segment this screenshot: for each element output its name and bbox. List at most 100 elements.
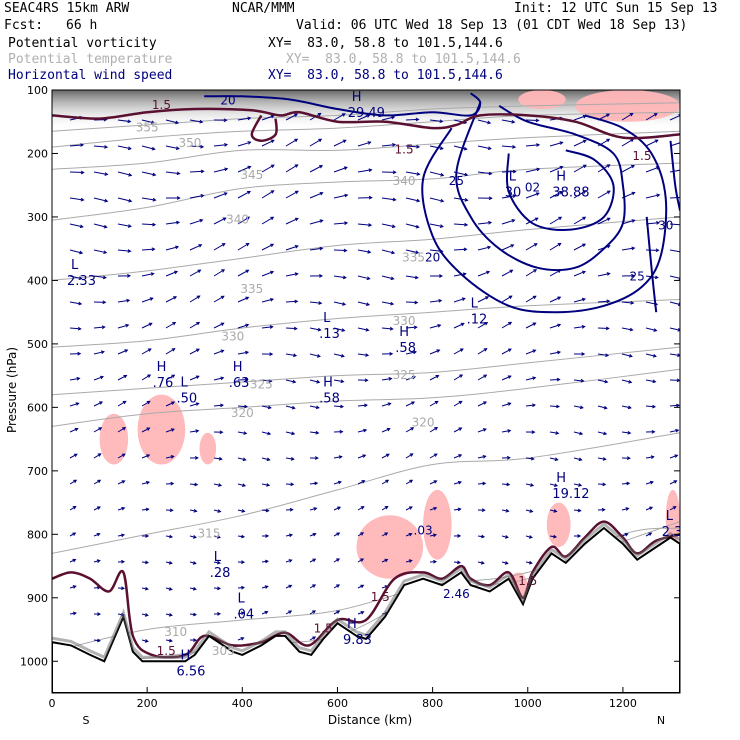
wind-vector	[93, 506, 101, 511]
wind-vector-shaft	[573, 379, 584, 382]
wind-vector-shaft	[645, 113, 658, 121]
wind-vector	[405, 171, 421, 176]
wind-vector-head	[97, 479, 102, 484]
wind-vector	[645, 429, 656, 434]
wind-vector-shaft	[621, 379, 632, 383]
contour-label: 25	[630, 269, 645, 283]
wind-vector-shaft	[141, 427, 150, 433]
extremum-type: H	[352, 90, 362, 105]
wind-vector-shaft	[357, 353, 369, 356]
wind-vector	[189, 244, 203, 251]
wind-vector	[333, 193, 349, 199]
wind-vector-shaft	[573, 326, 585, 329]
wind-vector	[165, 196, 181, 200]
wind-vector-head	[319, 165, 324, 169]
wind-vector	[429, 323, 442, 329]
wind-vector-head	[151, 120, 156, 125]
wind-vector-head	[291, 405, 296, 410]
wind-vector	[597, 431, 608, 436]
wind-vector-head	[457, 507, 462, 512]
wind-vector	[141, 427, 151, 433]
wind-vector	[645, 166, 660, 173]
wind-vector-shaft	[525, 243, 538, 251]
wind-vector	[645, 506, 654, 511]
wind-vector-head	[242, 483, 247, 488]
wind-vector-shaft	[261, 298, 274, 303]
wind-vector-head	[223, 118, 228, 123]
wind-vector	[213, 217, 227, 225]
wind-vector	[549, 404, 561, 409]
wind-vector-shaft	[429, 427, 438, 433]
wind-vector-shaft	[117, 375, 127, 381]
y-tick-label: 100	[27, 84, 48, 97]
wind-vector	[93, 249, 108, 255]
wind-vector-head	[122, 400, 127, 405]
wind-vector-shaft	[453, 400, 463, 407]
wind-vector-head	[529, 509, 534, 513]
wind-vector-head	[487, 245, 492, 250]
wind-vector	[237, 165, 252, 173]
contour-label: 1.5	[314, 622, 333, 636]
wind-vector-head	[195, 402, 200, 406]
wind-vector	[237, 116, 252, 121]
wind-vector-head	[313, 507, 318, 511]
wind-vector	[141, 480, 151, 485]
wind-vector-head	[433, 453, 438, 457]
wind-vector	[525, 560, 533, 565]
wind-vector-head	[626, 456, 631, 461]
wind-vector	[189, 612, 197, 617]
wind-vector	[189, 375, 200, 381]
contour-label: 1.5	[152, 98, 171, 112]
wind-vector-shaft	[213, 144, 228, 147]
wind-vector-shaft	[405, 479, 413, 485]
wind-vector	[477, 481, 487, 486]
wind-vector-head	[408, 506, 413, 510]
wind-vector	[573, 352, 586, 356]
wind-vector-shaft	[357, 114, 370, 121]
wind-vector-head	[536, 143, 541, 147]
wind-vector-head	[559, 191, 564, 195]
wind-vector-head	[270, 164, 275, 168]
wind-vector	[549, 534, 558, 539]
wind-vector-head	[557, 323, 562, 328]
wind-vector	[213, 509, 222, 513]
wind-vector-shaft	[429, 349, 440, 355]
extremum-type: H	[180, 649, 190, 664]
wind-vector-shaft	[597, 457, 606, 460]
wind-vector	[429, 274, 444, 278]
wind-vector-head	[631, 246, 636, 251]
wind-vector-head	[648, 532, 653, 536]
wind-vector	[93, 325, 106, 330]
wind-vector-head	[291, 431, 296, 436]
wind-vector-head	[434, 400, 439, 405]
wind-vector-head	[631, 164, 635, 169]
wind-vector-head	[629, 112, 634, 117]
wind-vector-head	[147, 348, 152, 352]
wind-vector	[237, 585, 246, 590]
wind-vector	[93, 612, 102, 616]
wind-vector-shaft	[117, 223, 131, 227]
wind-vector-head	[411, 401, 416, 405]
wind-vector-shaft	[141, 348, 152, 355]
wind-vector	[573, 405, 584, 410]
wind-vector	[429, 298, 443, 303]
wind-vector	[261, 457, 271, 462]
wind-vector	[309, 481, 319, 486]
wind-vector-head	[627, 405, 632, 410]
wind-vector	[477, 374, 488, 381]
wind-vector-head	[653, 113, 658, 117]
theta-contour-320	[52, 368, 680, 427]
contour-label: 20	[425, 250, 440, 264]
wind-vector-head	[216, 535, 221, 539]
wind-vector-head	[386, 427, 391, 432]
wind-vector-shaft	[549, 378, 560, 381]
contour-label: 325	[393, 368, 416, 382]
wind-vector	[501, 295, 513, 303]
x-axis-title: Distance (km)	[328, 713, 412, 727]
wind-vector-head	[152, 222, 157, 227]
wind-vector-head	[270, 114, 275, 119]
wind-vector-shaft	[549, 483, 558, 487]
wind-vector-head	[532, 295, 537, 300]
wind-vector-head	[440, 172, 445, 177]
wind-vector	[213, 243, 226, 251]
